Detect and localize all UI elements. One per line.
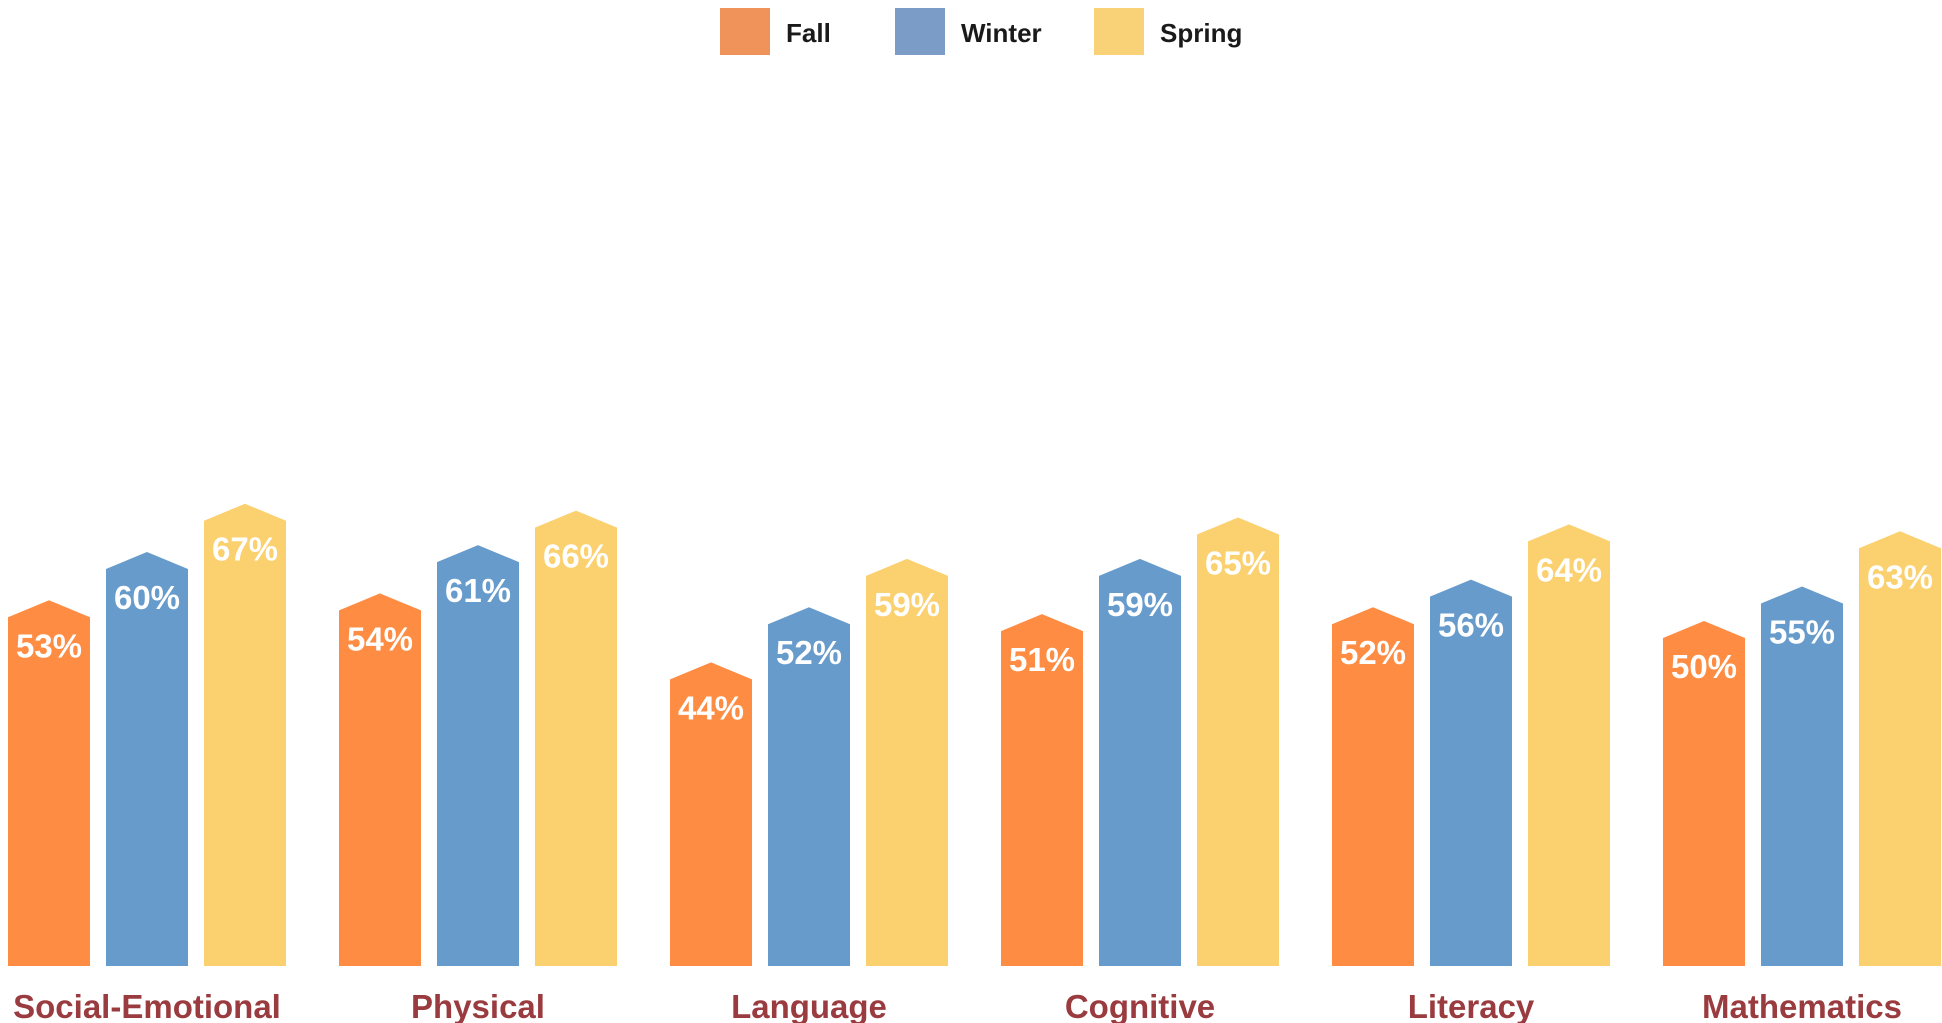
- category-label-cognitive: Cognitive: [1065, 988, 1215, 1023]
- bar-spring-physical: [535, 510, 617, 966]
- data-label-spring-language: 59%: [874, 586, 940, 623]
- legend: Fall Winter Spring: [720, 8, 1242, 55]
- data-label-spring-social-emotional: 67%: [212, 531, 278, 568]
- legend-label-spring: Spring: [1160, 18, 1242, 48]
- data-label-spring-literacy: 64%: [1536, 551, 1602, 588]
- data-label-fall-cognitive: 51%: [1009, 641, 1075, 678]
- bar-spring-mathematics: [1859, 531, 1941, 966]
- legend-label-winter: Winter: [961, 18, 1042, 48]
- bar-fall-physical: [339, 593, 421, 966]
- data-label-winter-social-emotional: 60%: [114, 579, 180, 616]
- data-label-winter-literacy: 56%: [1438, 607, 1504, 644]
- bar-spring-language: [866, 558, 948, 966]
- bar-spring-literacy: [1528, 524, 1610, 966]
- category-label-mathematics: Mathematics: [1702, 988, 1902, 1023]
- legend-swatch-spring: [1094, 8, 1144, 55]
- legend-swatch-fall: [720, 8, 770, 55]
- data-label-fall-literacy: 52%: [1340, 634, 1406, 671]
- category-label-literacy: Literacy: [1408, 988, 1535, 1023]
- bar-spring-social-emotional: [204, 503, 286, 966]
- data-label-spring-mathematics: 63%: [1867, 558, 1933, 595]
- bar-winter-cognitive: [1099, 558, 1181, 966]
- data-label-spring-physical: 66%: [543, 538, 609, 575]
- data-label-winter-physical: 61%: [445, 572, 511, 609]
- bars: [8, 503, 1941, 966]
- data-label-winter-mathematics: 55%: [1769, 614, 1835, 651]
- data-label-spring-cognitive: 65%: [1205, 545, 1271, 582]
- bar-winter-mathematics: [1761, 586, 1843, 966]
- bar-winter-literacy: [1430, 579, 1512, 966]
- data-label-fall-social-emotional: 53%: [16, 627, 82, 664]
- category-label-social-emotional: Social-Emotional: [13, 988, 281, 1023]
- bar-spring-cognitive: [1197, 517, 1279, 966]
- bar-winter-language: [768, 607, 850, 966]
- legend-label-fall: Fall: [786, 18, 831, 48]
- bar-fall-social-emotional: [8, 600, 90, 966]
- data-label-fall-mathematics: 50%: [1671, 648, 1737, 685]
- data-label-winter-language: 52%: [776, 634, 842, 671]
- data-label-fall-physical: 54%: [347, 620, 413, 657]
- category-label-language: Language: [731, 988, 887, 1023]
- bar-fall-language: [670, 662, 752, 966]
- data-label-fall-language: 44%: [678, 689, 744, 726]
- legend-swatch-winter: [895, 8, 945, 55]
- bar-fall-mathematics: [1663, 621, 1745, 966]
- bar-winter-physical: [437, 545, 519, 966]
- legend-item-winter: Winter: [895, 8, 1042, 55]
- data-label-winter-cognitive: 59%: [1107, 586, 1173, 623]
- legend-item-fall: Fall: [720, 8, 831, 55]
- value-labels: 53% 60% 67% 54% 61% 66% 44% 52% 59% 51% 59% 65% 52% 5…: [16, 531, 1933, 727]
- category-label-physical: Physical: [411, 988, 545, 1023]
- legend-item-spring: Spring: [1094, 8, 1242, 55]
- bar-fall-cognitive: [1001, 614, 1083, 966]
- bar-fall-literacy: [1332, 607, 1414, 966]
- category-labels: Social-Emotional Physical Language Cognitiv…: [13, 988, 1902, 1023]
- bar-winter-social-emotional: [106, 552, 188, 966]
